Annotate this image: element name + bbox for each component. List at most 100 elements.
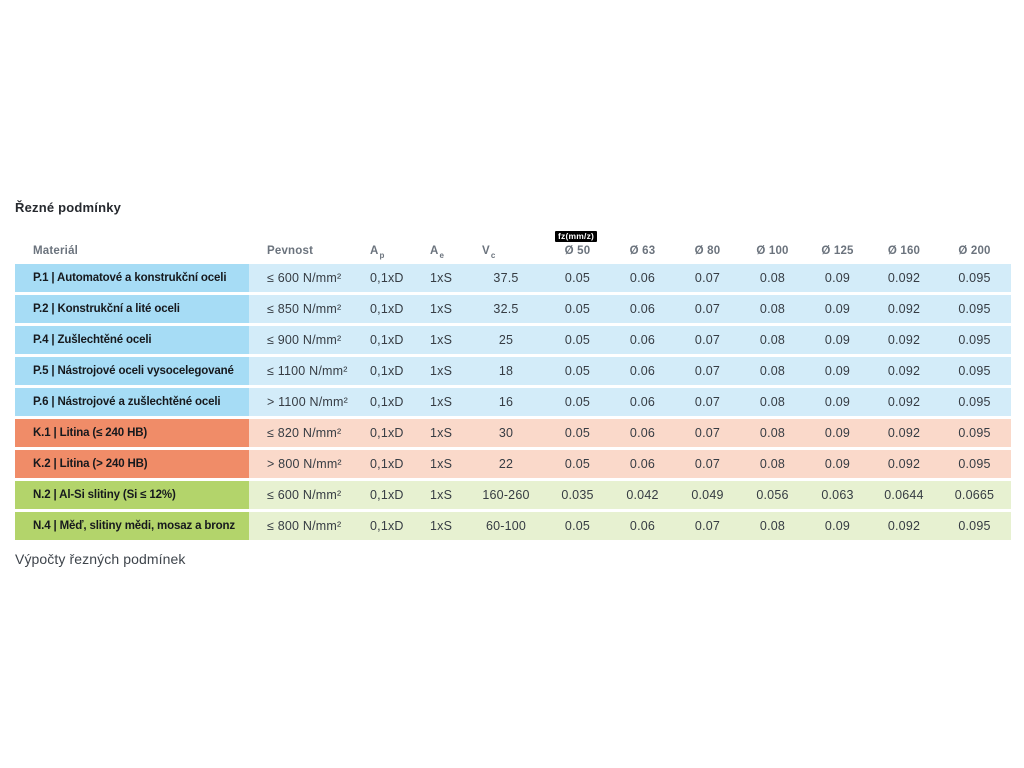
cell-fz-d100: 0.08	[740, 419, 805, 447]
cell-ae: 1xS	[417, 357, 467, 385]
cell-pevnost: > 1100 N/mm²	[249, 388, 361, 416]
header-vc-base: V	[482, 245, 490, 257]
cell-fz-d80: 0.07	[675, 450, 740, 478]
header-ap-base: A	[370, 245, 379, 257]
cell-fz-d160: 0.092	[870, 264, 938, 292]
header-cell-pevnost: Pevnost	[267, 245, 314, 257]
cell-vc: 32.5	[467, 295, 545, 323]
cell-fz-d80: 0.07	[675, 264, 740, 292]
calculations-heading: Výpočty řezných podmínek	[15, 551, 186, 567]
cell-fz-d50: 0.05	[545, 512, 610, 540]
cell-fz-d80: 0.07	[675, 326, 740, 354]
cell-fz-d50: 0.05	[545, 419, 610, 447]
cell-fz-d50: 0.05	[545, 450, 610, 478]
table-row: K.2 | Litina (> 240 HB) > 800 N/mm² 0,1x…	[15, 450, 1011, 478]
cell-fz-d50: 0.05	[545, 357, 610, 385]
cell-fz-d80: 0.07	[675, 419, 740, 447]
cell-material-name: P.1 | Automatové a konstrukční oceli	[15, 264, 249, 292]
cell-vc: 160-260	[467, 481, 545, 509]
cell-material-name: K.1 | Litina (≤ 240 HB)	[15, 419, 249, 447]
cell-ap: 0,1xD	[361, 295, 417, 323]
cell-pevnost: > 800 N/mm²	[249, 450, 361, 478]
page-title: Řezné podmínky	[15, 200, 122, 215]
cell-ap: 0,1xD	[361, 512, 417, 540]
cell-material-name: N.4 | Měď, slitiny mědi, mosaz a bronz	[15, 512, 249, 540]
cell-pevnost: ≤ 850 N/mm²	[249, 295, 361, 323]
cell-ap: 0,1xD	[361, 481, 417, 509]
table-row: P.5 | Nástrojové oceli vysocelegované ≤ …	[15, 357, 1011, 385]
cell-fz-d100: 0.08	[740, 388, 805, 416]
cell-pevnost: ≤ 820 N/mm²	[249, 419, 361, 447]
cell-ae: 1xS	[417, 326, 467, 354]
cell-ae: 1xS	[417, 512, 467, 540]
cell-fz-d63: 0.042	[610, 481, 675, 509]
cell-fz-d125: 0.09	[805, 450, 870, 478]
cell-ap: 0,1xD	[361, 326, 417, 354]
cell-fz-d63: 0.06	[610, 388, 675, 416]
table-row: P.6 | Nástrojové a zušlechtěné oceli > 1…	[15, 388, 1011, 416]
cell-fz-d63: 0.06	[610, 419, 675, 447]
cell-material-name: K.2 | Litina (> 240 HB)	[15, 450, 249, 478]
cell-fz-d125: 0.09	[805, 419, 870, 447]
cell-vc: 60-100	[467, 512, 545, 540]
cell-material-name: P.5 | Nástrojové oceli vysocelegované	[15, 357, 249, 385]
cell-fz-d200: 0.095	[938, 326, 1011, 354]
cell-fz-d80: 0.07	[675, 357, 740, 385]
cell-vc: 22	[467, 450, 545, 478]
cell-fz-d200: 0.095	[938, 295, 1011, 323]
cell-fz-d200: 0.095	[938, 512, 1011, 540]
cell-vc: 16	[467, 388, 545, 416]
cell-material-name: P.6 | Nástrojové a zušlechtěné oceli	[15, 388, 249, 416]
fz-unit-badge: fz(mm/z)	[555, 231, 598, 242]
cell-ae: 1xS	[417, 264, 467, 292]
cell-vc: 30	[467, 419, 545, 447]
header-cell-d80: Ø 80	[694, 245, 721, 257]
cell-ap: 0,1xD	[361, 388, 417, 416]
cell-fz-d100: 0.08	[740, 450, 805, 478]
cell-ap: 0,1xD	[361, 264, 417, 292]
cell-fz-d100: 0.08	[740, 512, 805, 540]
table-row: P.2 | Konstrukční a lité oceli ≤ 850 N/m…	[15, 295, 1011, 323]
cell-pevnost: ≤ 600 N/mm²	[249, 481, 361, 509]
cell-ap: 0,1xD	[361, 419, 417, 447]
cell-fz-d100: 0.056	[740, 481, 805, 509]
cell-fz-d125: 0.09	[805, 512, 870, 540]
cell-fz-d63: 0.06	[610, 264, 675, 292]
header-cell-d50: Ø 50	[564, 245, 591, 257]
cell-fz-d125: 0.09	[805, 357, 870, 385]
cell-ap: 0,1xD	[361, 357, 417, 385]
cell-fz-d50: 0.05	[545, 295, 610, 323]
cell-fz-d63: 0.06	[610, 512, 675, 540]
cell-fz-d50: 0.035	[545, 481, 610, 509]
header-cell-material: Materiál	[33, 245, 79, 257]
cell-fz-d80: 0.049	[675, 481, 740, 509]
cell-fz-d200: 0.0665	[938, 481, 1011, 509]
cell-fz-d125: 0.063	[805, 481, 870, 509]
cell-material-name: N.2 | Al-Si slitiny (Si ≤ 12%)	[15, 481, 249, 509]
cell-pevnost: ≤ 600 N/mm²	[249, 264, 361, 292]
header-cell-d200: Ø 200	[958, 245, 991, 257]
cell-fz-d160: 0.092	[870, 450, 938, 478]
cell-fz-d50: 0.05	[545, 264, 610, 292]
header-vc-subscript: c	[490, 251, 496, 260]
cell-ae: 1xS	[417, 481, 467, 509]
table-row: K.1 | Litina (≤ 240 HB) ≤ 820 N/mm² 0,1x…	[15, 419, 1011, 447]
cell-fz-d200: 0.095	[938, 419, 1011, 447]
cell-fz-d160: 0.092	[870, 512, 938, 540]
header-cell-d63: Ø 63	[629, 245, 656, 257]
cell-fz-d200: 0.095	[938, 357, 1011, 385]
cell-material-name: P.2 | Konstrukční a lité oceli	[15, 295, 249, 323]
cell-fz-d200: 0.095	[938, 388, 1011, 416]
cell-fz-d160: 0.0644	[870, 481, 938, 509]
cell-vc: 18	[467, 357, 545, 385]
cell-fz-d160: 0.092	[870, 295, 938, 323]
cell-vc: 25	[467, 326, 545, 354]
cell-ae: 1xS	[417, 388, 467, 416]
cell-fz-d80: 0.07	[675, 388, 740, 416]
cell-fz-d160: 0.092	[870, 357, 938, 385]
cell-fz-d100: 0.08	[740, 264, 805, 292]
